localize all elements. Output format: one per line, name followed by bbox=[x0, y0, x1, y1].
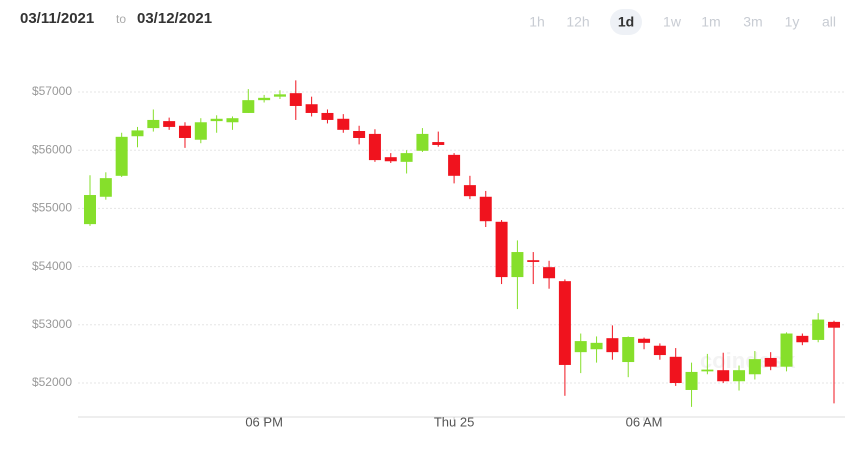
candle-body bbox=[748, 359, 761, 375]
timeframe-button[interactable]: 1h bbox=[529, 14, 545, 30]
candle-body bbox=[337, 118, 350, 130]
candle-body bbox=[511, 252, 524, 278]
candle-body bbox=[685, 371, 698, 390]
y-tick-label: $55000 bbox=[32, 201, 72, 215]
candle-body bbox=[178, 125, 191, 138]
candle-body bbox=[115, 136, 128, 176]
candle-body bbox=[194, 122, 207, 140]
candle-body bbox=[527, 260, 540, 262]
candle-body bbox=[463, 185, 476, 197]
timeframe-button[interactable]: 1d bbox=[618, 14, 634, 30]
date-separator: to bbox=[116, 12, 126, 26]
timeframe-button[interactable]: 1m bbox=[701, 14, 720, 30]
candle-body bbox=[384, 157, 397, 162]
candle-body bbox=[400, 153, 413, 162]
candle-body bbox=[590, 342, 603, 350]
candle-body bbox=[638, 338, 651, 343]
candle-body bbox=[131, 130, 144, 137]
candle-body bbox=[828, 321, 841, 328]
candle-body bbox=[147, 119, 160, 129]
candle-body bbox=[448, 154, 461, 176]
candle-body bbox=[210, 118, 223, 122]
candle-body bbox=[780, 333, 793, 367]
timeframe-button[interactable]: 3m bbox=[743, 14, 762, 30]
candle-body bbox=[622, 337, 635, 363]
candle-body bbox=[479, 196, 492, 222]
candle-body bbox=[84, 195, 96, 225]
timeframe-selected-bg bbox=[610, 9, 642, 35]
candle-body bbox=[258, 97, 271, 101]
timeframe-button[interactable]: 1w bbox=[663, 14, 682, 30]
candle-body bbox=[764, 357, 777, 367]
candle-body bbox=[543, 267, 556, 279]
candle-body bbox=[812, 319, 825, 340]
x-tick-label: 06 PM bbox=[245, 414, 283, 429]
y-tick-label: $57000 bbox=[32, 84, 72, 98]
candle-body bbox=[669, 356, 682, 383]
candle-body bbox=[226, 118, 239, 123]
candle-body bbox=[717, 370, 730, 382]
candle-body bbox=[368, 133, 381, 161]
x-tick-label: Thu 25 bbox=[434, 414, 474, 429]
candle-body bbox=[163, 121, 176, 127]
candle-body bbox=[353, 131, 366, 138]
candle-body bbox=[796, 335, 809, 343]
candle-body bbox=[574, 341, 587, 353]
candle-body bbox=[416, 133, 429, 151]
date-from: 03/11/2021 bbox=[20, 10, 94, 27]
candle-body bbox=[99, 178, 112, 197]
candle-body bbox=[305, 104, 318, 113]
x-tick-label: 06 AM bbox=[626, 414, 663, 429]
watermark: coindesk bbox=[700, 348, 796, 373]
timeframe-button[interactable]: 1y bbox=[785, 14, 800, 30]
candle-body bbox=[495, 221, 508, 278]
y-tick-label: $52000 bbox=[32, 375, 72, 389]
candle-body bbox=[242, 100, 255, 113]
timeframe-button[interactable]: all bbox=[822, 14, 836, 30]
candle-body bbox=[653, 345, 666, 356]
candle-body bbox=[606, 338, 619, 353]
y-tick-label: $54000 bbox=[32, 259, 72, 273]
candle-body bbox=[701, 369, 714, 372]
candle-body bbox=[558, 281, 571, 365]
candle-body bbox=[432, 142, 445, 145]
candle-body bbox=[733, 370, 746, 382]
candle-body bbox=[289, 93, 302, 106]
y-tick-label: $56000 bbox=[32, 142, 72, 156]
y-tick-label: $53000 bbox=[32, 317, 72, 331]
candle-body bbox=[273, 94, 286, 97]
date-to: 03/12/2021 bbox=[137, 10, 212, 27]
timeframe-button[interactable]: 12h bbox=[566, 14, 589, 30]
candle-body bbox=[321, 112, 334, 120]
